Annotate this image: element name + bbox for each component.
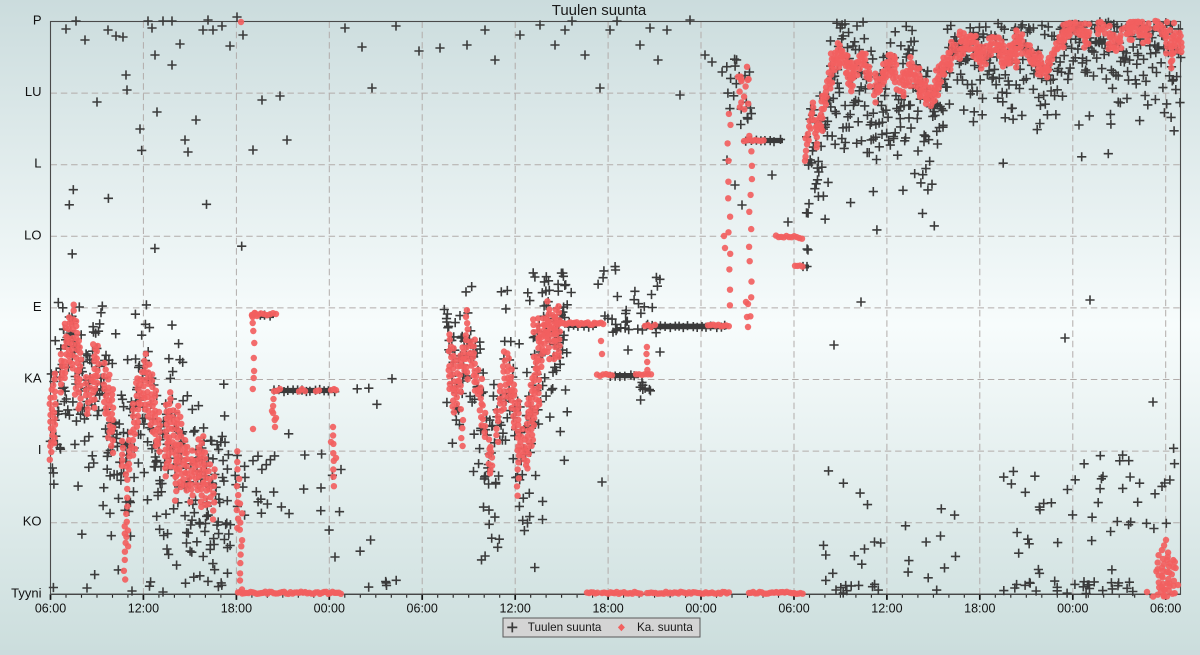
svg-text:06:00: 06:00 xyxy=(35,602,66,616)
svg-text:18:00: 18:00 xyxy=(964,602,995,616)
svg-text:06:00: 06:00 xyxy=(407,602,438,616)
svg-text:Ka. suunta: Ka. suunta xyxy=(637,621,693,634)
svg-text:P: P xyxy=(33,13,42,28)
svg-text:18:00: 18:00 xyxy=(221,602,252,616)
svg-text:00:00: 00:00 xyxy=(1057,602,1088,616)
svg-text:06:00: 06:00 xyxy=(778,602,809,616)
svg-text:12:00: 12:00 xyxy=(128,602,159,616)
svg-text:00:00: 00:00 xyxy=(685,602,716,616)
svg-text:L: L xyxy=(34,156,41,171)
svg-text:06:00: 06:00 xyxy=(1150,602,1181,616)
svg-text:KO: KO xyxy=(23,514,42,529)
svg-text:LU: LU xyxy=(25,84,42,99)
svg-text:E: E xyxy=(33,299,42,314)
svg-text:LO: LO xyxy=(24,227,41,242)
svg-text:Tyyni: Tyyni xyxy=(11,585,41,600)
svg-text:Tuulen suunta: Tuulen suunta xyxy=(552,2,647,19)
svg-text:18:00: 18:00 xyxy=(592,602,623,616)
svg-text:12:00: 12:00 xyxy=(500,602,531,616)
svg-text:KA: KA xyxy=(24,371,42,386)
svg-text:00:00: 00:00 xyxy=(314,602,345,616)
svg-text:Tuulen suunta: Tuulen suunta xyxy=(528,621,602,634)
svg-text:I: I xyxy=(38,442,42,457)
svg-text:12:00: 12:00 xyxy=(871,602,902,616)
